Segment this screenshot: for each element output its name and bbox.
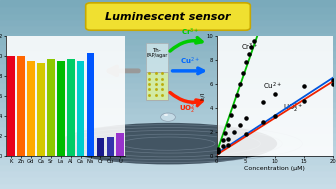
- Point: [243, 116, 248, 119]
- Bar: [27, 61, 35, 156]
- Point: [243, 61, 248, 64]
- Bar: [0, 6, 336, 13]
- Bar: [0, 38, 336, 44]
- Point: [243, 133, 248, 136]
- FancyArrowPatch shape: [109, 67, 138, 75]
- Bar: [0, 164, 336, 170]
- Bar: [0, 113, 336, 120]
- Bar: [77, 61, 84, 156]
- Bar: [0, 88, 336, 94]
- Bar: [97, 138, 104, 156]
- Bar: [7, 56, 15, 156]
- Bar: [0, 50, 336, 57]
- Point: [226, 123, 231, 126]
- Text: Cr$^{3+}$: Cr$^{3+}$: [181, 26, 199, 38]
- Text: Cr$^{3+}$: Cr$^{3+}$: [241, 42, 259, 53]
- Point: [226, 144, 231, 147]
- Text: Luminescent sensor: Luminescent sensor: [105, 12, 231, 22]
- Point: [226, 138, 231, 141]
- Circle shape: [164, 114, 168, 116]
- Bar: [0, 120, 336, 126]
- Circle shape: [161, 113, 175, 121]
- Bar: [0, 151, 336, 157]
- Text: Th-: Th-: [153, 48, 161, 53]
- Ellipse shape: [59, 123, 277, 164]
- Bar: [0, 82, 336, 88]
- Point: [246, 52, 251, 55]
- Point: [240, 72, 246, 75]
- Text: FAP/agar: FAP/agar: [146, 53, 168, 58]
- Bar: [0, 25, 336, 32]
- X-axis label: Concentration (μM): Concentration (μM): [244, 166, 305, 171]
- Point: [216, 151, 221, 154]
- FancyBboxPatch shape: [146, 43, 168, 72]
- Bar: [17, 56, 25, 156]
- Bar: [0, 32, 336, 38]
- Bar: [0, 157, 336, 164]
- Bar: [0, 139, 336, 145]
- Bar: [0, 19, 336, 25]
- Bar: [0, 44, 336, 50]
- Bar: [0, 107, 336, 113]
- FancyArrowPatch shape: [170, 38, 202, 51]
- Text: UO$_2^{2+}$: UO$_2^{2+}$: [283, 101, 304, 115]
- Bar: [117, 133, 124, 156]
- Point: [237, 82, 243, 85]
- Bar: [0, 57, 336, 63]
- Point: [223, 132, 228, 135]
- Bar: [0, 76, 336, 82]
- FancyArrowPatch shape: [172, 68, 203, 74]
- Point: [260, 121, 266, 124]
- Bar: [0, 126, 336, 132]
- Point: [249, 45, 254, 48]
- Bar: [67, 59, 75, 156]
- Bar: [0, 101, 336, 107]
- Text: Cu$^{2+}$: Cu$^{2+}$: [180, 56, 200, 67]
- Point: [216, 150, 221, 153]
- Bar: [0, 63, 336, 69]
- Point: [330, 82, 335, 85]
- Bar: [0, 13, 336, 19]
- Bar: [0, 170, 336, 176]
- Point: [272, 92, 278, 95]
- Bar: [0, 132, 336, 139]
- Point: [237, 123, 243, 126]
- Point: [220, 139, 225, 142]
- Bar: [47, 59, 55, 156]
- Bar: [87, 53, 94, 156]
- Point: [260, 100, 266, 103]
- FancyBboxPatch shape: [86, 3, 250, 30]
- Text: Cu$^{2+}$: Cu$^{2+}$: [263, 81, 282, 92]
- Bar: [0, 145, 336, 151]
- Point: [301, 85, 306, 88]
- Y-axis label: I₀/I: I₀/I: [200, 92, 205, 100]
- Point: [272, 115, 278, 118]
- Bar: [107, 137, 114, 156]
- Point: [216, 147, 221, 150]
- Bar: [0, 94, 336, 101]
- Point: [234, 93, 240, 96]
- Bar: [37, 63, 45, 156]
- Bar: [0, 69, 336, 76]
- Bar: [0, 176, 336, 183]
- Point: [301, 99, 306, 102]
- Text: UO$_2^{2+}$: UO$_2^{2+}$: [179, 103, 201, 116]
- Bar: [0, 0, 336, 6]
- Point: [232, 130, 237, 133]
- Point: [252, 39, 257, 42]
- FancyArrowPatch shape: [170, 93, 202, 105]
- Point: [220, 145, 225, 148]
- FancyBboxPatch shape: [146, 72, 168, 100]
- Point: [330, 79, 335, 82]
- Point: [228, 114, 234, 117]
- Bar: [57, 61, 65, 156]
- Bar: [0, 183, 336, 189]
- Point: [232, 104, 237, 107]
